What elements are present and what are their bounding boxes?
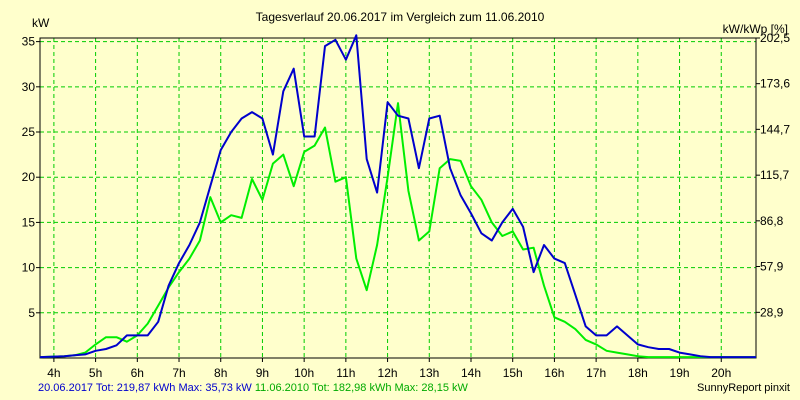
y-tick-label: 30 <box>22 80 36 94</box>
y-tick-label: 20 <box>22 170 36 184</box>
y2-tick-label: 86,8 <box>760 214 784 228</box>
x-tick-label: 11h <box>336 366 355 380</box>
footer-summary: 20.06.2017 Tot: 219,87 kWh Max: 35,73 kW… <box>38 382 468 394</box>
y2-tick-label: 173,6 <box>760 77 790 91</box>
footer-series2: 11.06.2010 Tot: 182,98 kWh Max: 28,15 kW <box>254 382 468 394</box>
series-line-1 <box>39 34 756 359</box>
y2-tick-label: 57,9 <box>760 260 784 274</box>
plot-frame <box>39 37 757 359</box>
x-tick-label: 7h <box>172 366 185 380</box>
footer-series1: 20.06.2017 Tot: 219,87 kWh Max: 35,73 kW <box>38 382 252 394</box>
plot-area <box>40 38 756 358</box>
x-tick-label: 4h <box>47 366 60 380</box>
y-axis-label: kW <box>32 16 50 30</box>
x-tick-label: 12h <box>378 366 398 380</box>
y-tick-label: 25 <box>22 125 36 139</box>
x-tick-label: 19h <box>670 366 690 380</box>
chart-title: Tagesverlauf 20.06.2017 im Vergleich zum… <box>255 10 545 24</box>
x-tick-label: 14h <box>461 366 481 380</box>
x-tick-label: 5h <box>89 366 102 380</box>
x-tick-label: 13h <box>419 366 439 380</box>
y2-axis-label: kW/kWp [%] <box>722 22 788 36</box>
x-tick-label: 17h <box>586 366 606 380</box>
y2-tick-label: 28,9 <box>760 305 784 319</box>
y2-tick-label: 115,7 <box>760 168 789 182</box>
x-tick-label: 15h <box>503 366 523 380</box>
x-tick-label: 6h <box>131 366 144 380</box>
x-tick-label: 20h <box>711 366 731 380</box>
y-tick-label: 15 <box>22 215 36 229</box>
x-tick-label: 8h <box>214 366 227 380</box>
y2-tick-label: 144,7 <box>760 122 790 136</box>
y-tick-label: 5 <box>28 306 35 320</box>
x-tick-label: 18h <box>628 366 648 380</box>
credit-text: SunnyReport pinxit <box>697 382 790 394</box>
y2-tick-label: 202,5 <box>760 31 790 45</box>
y-tick-label: 35 <box>22 35 36 49</box>
x-tick-label: 9h <box>256 366 269 380</box>
series-line-2 <box>39 102 756 359</box>
x-tick-label: 16h <box>544 366 564 380</box>
y-tick-label: 10 <box>22 261 36 275</box>
x-tick-label: 10h <box>294 366 314 380</box>
